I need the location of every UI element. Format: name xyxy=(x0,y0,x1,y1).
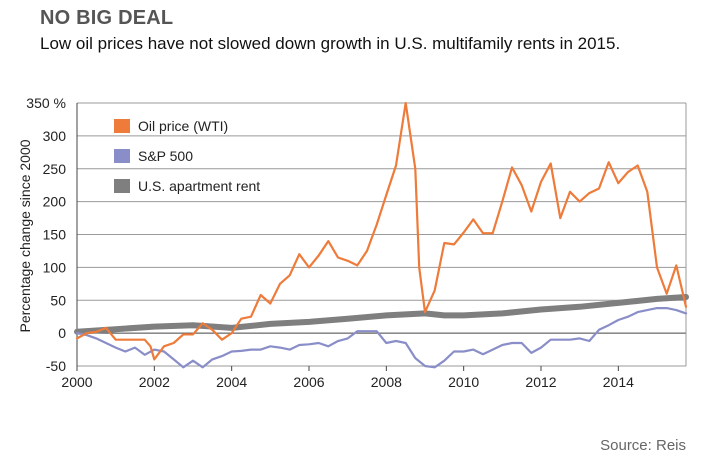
x-tick-label: 2004 xyxy=(216,374,247,390)
legend-swatch xyxy=(114,119,130,133)
legend-label: Oil price (WTI) xyxy=(138,118,228,134)
series-line-s-p-500 xyxy=(75,307,688,369)
x-tick-label: 2000 xyxy=(61,374,92,390)
legend-label: U.S. apartment rent xyxy=(138,178,260,194)
x-tick-label: 2012 xyxy=(525,374,556,390)
y-tick-label: 100 xyxy=(43,259,67,275)
y-tick-label: -50 xyxy=(46,358,66,374)
legend: Oil price (WTI) S&P 500 U.S. apartment ren… xyxy=(114,118,260,194)
y-tick-label: 300 xyxy=(43,128,67,144)
x-tick-label: 2002 xyxy=(139,374,170,390)
legend-label: S&P 500 xyxy=(138,148,193,164)
x-tick-label: 2006 xyxy=(293,374,324,390)
series-lines xyxy=(74,101,689,369)
x-tick-label: 2014 xyxy=(603,374,634,390)
y-tick-label: 50 xyxy=(50,292,66,308)
chart-headline: NO BIG DEAL xyxy=(40,7,174,29)
x-tick-label: 2010 xyxy=(448,374,479,390)
y-axis-label: Percentage change since 2000 xyxy=(17,139,33,332)
y-tick-label: 350 % xyxy=(26,95,66,111)
legend-swatch xyxy=(114,149,130,163)
source-note: Source: Reis xyxy=(600,437,686,454)
x-tick-label: 2008 xyxy=(371,374,402,390)
y-tick-label: 0 xyxy=(58,325,66,341)
chart-subtitle: Low oil prices have not slowed down grow… xyxy=(40,34,621,53)
series-line-oil-price-wti xyxy=(75,101,688,361)
y-tick-label: 250 xyxy=(43,161,67,177)
legend-swatch xyxy=(114,179,130,193)
gridlines xyxy=(77,102,686,367)
series-line-u-s-apartment-rent xyxy=(74,294,689,335)
axes: -50 0 50 100 150 200 250 300 350 % 2000 2002 2004 20… xyxy=(26,95,687,390)
y-tick-label: 200 xyxy=(43,194,67,210)
y-tick-label: 150 xyxy=(43,227,67,243)
